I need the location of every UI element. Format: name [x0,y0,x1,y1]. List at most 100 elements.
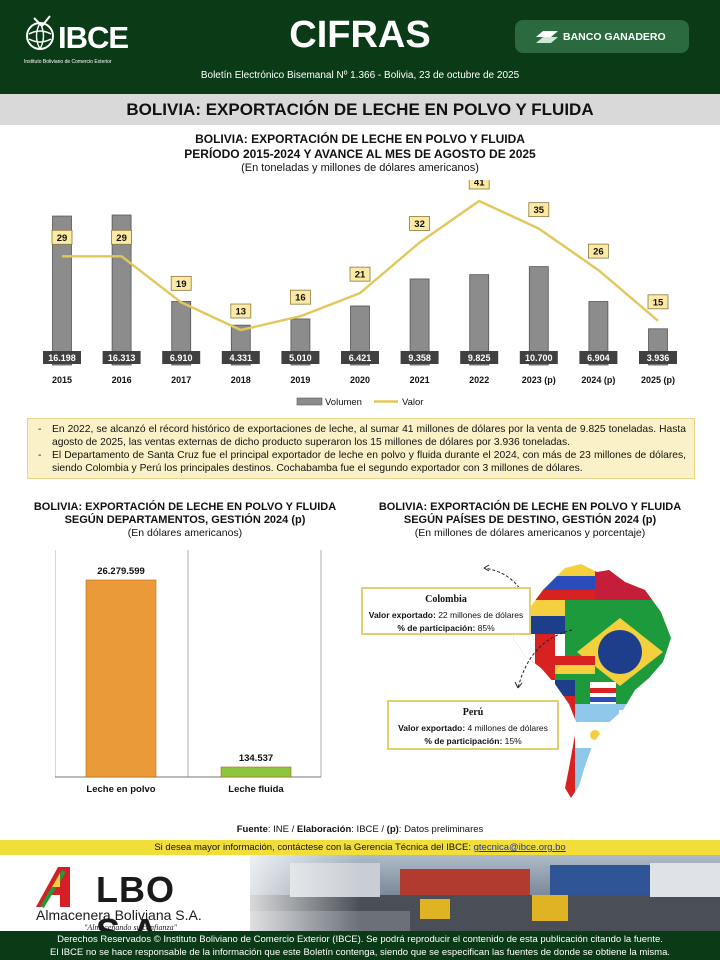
value-label: 21 [355,270,366,281]
source-note: Fuente: INE / Elaboración: IBCE / (p): D… [0,824,720,835]
value-label-bg [230,303,252,319]
volume-label-bg [162,351,201,364]
value-label: 41 [474,180,485,189]
volume-label-bg [639,351,677,364]
value-label-bg [409,216,431,231]
callout-value-text: 22 millones de dólares [435,610,524,620]
product-bar [85,579,157,778]
dept-chart-title: BOLIVIA: EXPORTACIÓN DE LECHE EN POLVO Y… [20,501,350,527]
footer: Derechos Reservados © Instituto Bolivian… [0,931,720,960]
photo-fade [220,855,360,931]
callout-country: Perú [462,707,484,718]
callout-share-label: % de participación: [424,736,503,746]
value-label: 13 [236,307,247,318]
volume-bar [588,301,609,366]
volume-label: 5.010 [289,353,312,363]
volume-bar [409,278,430,366]
export-volume-value-chart: 16.198 2015 16.313 2016 6.910 2017 4.331 2018 5.… [43,180,677,408]
logo-text: IBCE [58,20,129,55]
volume-bar [528,266,549,366]
callout-share-text: 85% [475,623,495,633]
product-category-label: Leche fluida [228,784,284,795]
value-label: 29 [116,233,127,244]
value-label: 19 [176,279,187,290]
value-label: 29 [57,233,68,244]
volume-label: 9.825 [468,353,491,363]
dept-chart-unit: (En dólares americanos) [127,527,243,539]
volume-label: 6.904 [587,353,610,363]
product-bar [220,766,292,778]
value-label-bg [349,266,371,282]
callout-share-text: 15% [502,736,522,746]
volume-label: 16.313 [108,353,136,363]
callout-share: % de participación: 15% [389,735,557,748]
value-label: 35 [534,205,545,216]
globe-icon [26,15,54,50]
main-chart-title: BOLIVIA: EXPORTACIÓN DE LECHE EN POLVO Y… [195,132,525,146]
x-tick-label: 2023 (p) [522,375,556,385]
value-label-bg [468,180,490,190]
volume-label: 6.421 [349,353,372,363]
header: IBCE Instituto Boliviano de Comercio Ext… [0,0,720,94]
albo-brand: LBO S.A. [96,869,175,931]
product-export-chart: 26.279.599 Leche en polvo 134.537 Leche flu… [55,550,322,795]
volume-label-bg [519,351,558,364]
callout-value-text: 4 millones de dólares [465,723,548,733]
x-tick-label: 2022 [469,375,489,385]
map-unit: (En millones de dólares americanos y por… [414,527,646,539]
volume-label: 3.936 [647,353,670,363]
volume-label-bg [102,351,141,364]
volume-label-bg [400,351,439,364]
dept-chart-title-line1: BOLIVIA: EXPORTACIÓN DE LECHE EN POLVO Y… [33,501,337,513]
volume-label-bg [221,351,260,364]
note-item: En 2022, se alcanzó el récord histórico … [36,423,686,449]
volume-label: 4.331 [230,353,253,363]
value-label-bg [588,243,609,259]
x-tick-label: 2015 [52,375,72,385]
value-label: 15 [653,297,664,308]
volume-label-bg [460,351,499,364]
map-title-line1: BOLIVIA: EXPORTACIÓN DE LECHE EN POLVO Y… [378,501,682,513]
value-label: 26 [593,247,604,258]
x-tick-label: 2024 (p) [581,375,615,385]
callout-peru: Perú Valor exportado: 4 millones de dóla… [387,700,559,750]
preliminary-text: : Datos preliminares [398,824,484,835]
south-america-map [513,564,671,798]
callout-share: % de participación: 85% [363,622,529,635]
albo-advertisement[interactable]: LBO S.A. Almacenera Boliviana S.A. "Alma… [0,855,720,931]
albo-slogan: "Almacenando su confianza" [84,923,177,931]
callout-value-label: Valor exportado: [368,610,436,620]
value-series-line [62,199,659,332]
main-chart-unit: (En toneladas y millones de dólares amer… [241,162,479,174]
volume-label: 6.910 [170,353,193,363]
footer-line: El IBCE no se hace responsable de la inf… [49,947,670,958]
albo-company-name: Almacenera Boliviana S.A. [36,907,202,923]
volume-label-bg [579,351,618,364]
notes-box: En 2022, se alcanzó el récord histórico … [27,418,695,479]
source-label: Fuente [236,824,268,835]
x-tick-label: 2018 [231,375,251,385]
x-tick-label: 2017 [171,375,191,385]
x-tick-label: 2019 [290,375,310,385]
product-value-label: 26.279.599 [97,566,145,577]
section-title-band: BOLIVIA: EXPORTACIÓN DE LECHE EN POLVO Y… [0,94,720,125]
legend-volume-label: Volumen [325,397,362,408]
volume-label-bg [281,351,320,364]
value-label-bg [170,275,192,291]
volume-bar [111,214,132,366]
callout-share-label: % de participación: [397,623,476,633]
logo-subtitle: Instituto Boliviano de Comercio Exterior [24,59,112,65]
preliminary-label: (p) [386,824,399,835]
elaboration-label: Elaboración [296,824,352,835]
bank-logo-icon [536,31,558,43]
value-label-bg [289,289,311,305]
value-label-bg [51,229,73,245]
volume-bar [469,274,490,366]
bank-ganadero-logo[interactable]: BANCO GANADERO [515,20,689,53]
albo-logo: LBO S.A. Almacenera Boliviana S.A. "Alma… [34,863,234,931]
volume-label-bg [341,351,379,364]
value-label: 32 [414,219,425,230]
volume-label: 9.358 [408,353,431,363]
contact-email-link[interactable]: gtecnica@ibce.org.bo [473,842,566,853]
